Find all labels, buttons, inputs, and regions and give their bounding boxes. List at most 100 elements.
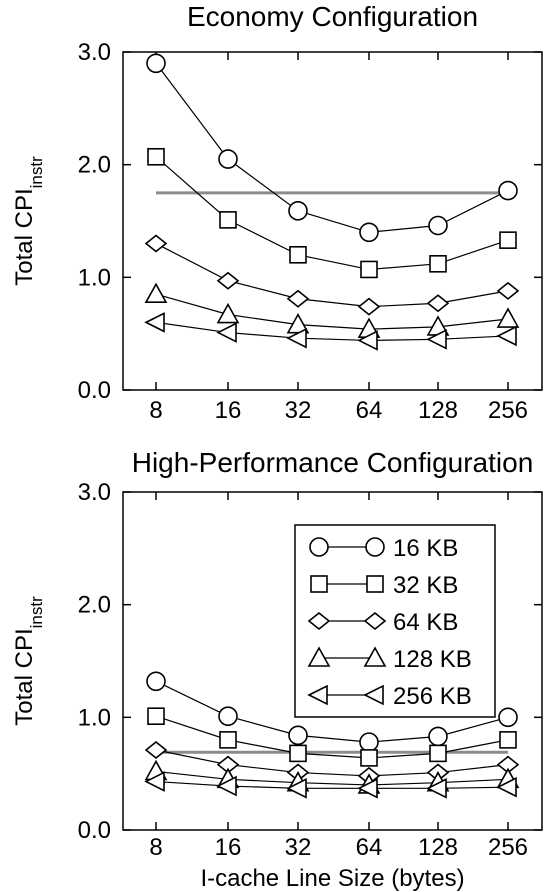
series-line [155, 321, 509, 342]
x-tick-label: 256 [488, 397, 528, 424]
legend-marker [363, 684, 384, 706]
data-point [357, 778, 378, 799]
data-point [219, 211, 237, 229]
data-point [498, 707, 518, 728]
legend-marker [363, 611, 387, 631]
chart-title: Economy Configuration [187, 1, 478, 32]
x-axis-label: I-cache Line Size (bytes) [200, 865, 464, 892]
data-point [286, 327, 307, 349]
data-point [218, 706, 238, 727]
y-axis-label-main: Total CPI [11, 188, 38, 285]
data-point [426, 329, 447, 350]
legend-label: 64 KB [393, 609, 458, 636]
data-point [144, 771, 165, 792]
data-point [357, 330, 378, 351]
legend-label: 128 KB [393, 646, 472, 673]
legend-marker [366, 575, 384, 593]
x-tick-label: 64 [356, 397, 383, 424]
data-point [289, 246, 307, 264]
data-point [146, 671, 166, 692]
data-point [426, 294, 450, 313]
data-point [496, 307, 520, 328]
y-tick-label: 1.0 [78, 704, 111, 731]
data-point [359, 732, 379, 752]
series-line [155, 62, 509, 233]
data-point [147, 707, 165, 726]
y-axis-label: Total CPIinstr [11, 156, 46, 286]
y-tick-label: 3.0 [78, 39, 111, 66]
y-tick-label: 0.0 [78, 817, 111, 844]
x-tick-label: 64 [356, 834, 383, 861]
data-point [144, 282, 168, 304]
legend-marker [365, 537, 385, 557]
chart-title: High-Performance Configuration [132, 447, 534, 478]
x-tick-label: 16 [215, 397, 242, 424]
legend-label: 16 KB [393, 535, 458, 562]
legend-marker [310, 575, 328, 593]
data-point [360, 749, 378, 767]
x-tick-label: 32 [285, 834, 312, 861]
data-point [429, 744, 447, 763]
x-tick-label: 128 [418, 834, 458, 861]
data-point [496, 325, 517, 347]
data-point [499, 231, 517, 249]
y-tick-label: 0.0 [78, 377, 111, 404]
y-axis-label-subscript: instr [27, 596, 46, 628]
data-point [286, 778, 307, 799]
legend-marker [363, 646, 387, 667]
data-point [426, 778, 447, 799]
y-tick-label: 2.0 [78, 152, 111, 179]
x-tick-label: 32 [285, 397, 312, 424]
data-point [359, 222, 379, 243]
data-point [499, 731, 517, 749]
data-point [216, 271, 240, 290]
data-point [144, 234, 168, 253]
series-line [155, 770, 509, 786]
data-point [216, 302, 240, 324]
series-line [155, 749, 509, 777]
legend-marker [309, 537, 329, 557]
data-point [144, 740, 168, 760]
data-point [428, 215, 448, 236]
x-tick-label: 8 [149, 834, 162, 861]
series-line [155, 780, 509, 789]
data-point [216, 775, 237, 797]
series-line [155, 715, 509, 759]
data-point [428, 726, 448, 747]
data-point [144, 312, 165, 333]
legend-marker [307, 611, 331, 631]
x-tick-label: 16 [215, 834, 242, 861]
plot-frame [122, 491, 543, 831]
data-point [288, 201, 308, 221]
legend-label: 256 KB [393, 683, 472, 710]
x-tick-label: 128 [418, 397, 458, 424]
data-point [219, 731, 237, 749]
series-line [155, 156, 509, 271]
data-point [146, 53, 166, 74]
y-tick-label: 1.0 [78, 264, 111, 291]
data-point [498, 180, 518, 201]
data-point [218, 149, 238, 169]
series-line [155, 293, 509, 330]
data-point [429, 255, 447, 273]
x-tick-label: 8 [149, 397, 162, 424]
data-point [496, 776, 517, 798]
y-tick-label: 3.0 [78, 479, 111, 506]
y-axis-label-main: Total CPI [11, 628, 38, 725]
data-point [286, 289, 310, 308]
plot-frame [122, 51, 543, 391]
data-point [357, 297, 381, 316]
data-point [147, 147, 165, 166]
data-point [288, 725, 308, 746]
legend-marker [307, 646, 331, 667]
data-point [216, 322, 237, 343]
y-axis-label-subscript: instr [27, 156, 46, 188]
data-point [289, 744, 307, 763]
series-line [155, 243, 509, 308]
data-point [360, 260, 378, 279]
x-tick-label: 256 [488, 834, 528, 861]
legend-label: 32 KB [393, 572, 458, 599]
y-axis-label: Total CPIinstr [11, 596, 46, 726]
data-point [496, 281, 520, 300]
